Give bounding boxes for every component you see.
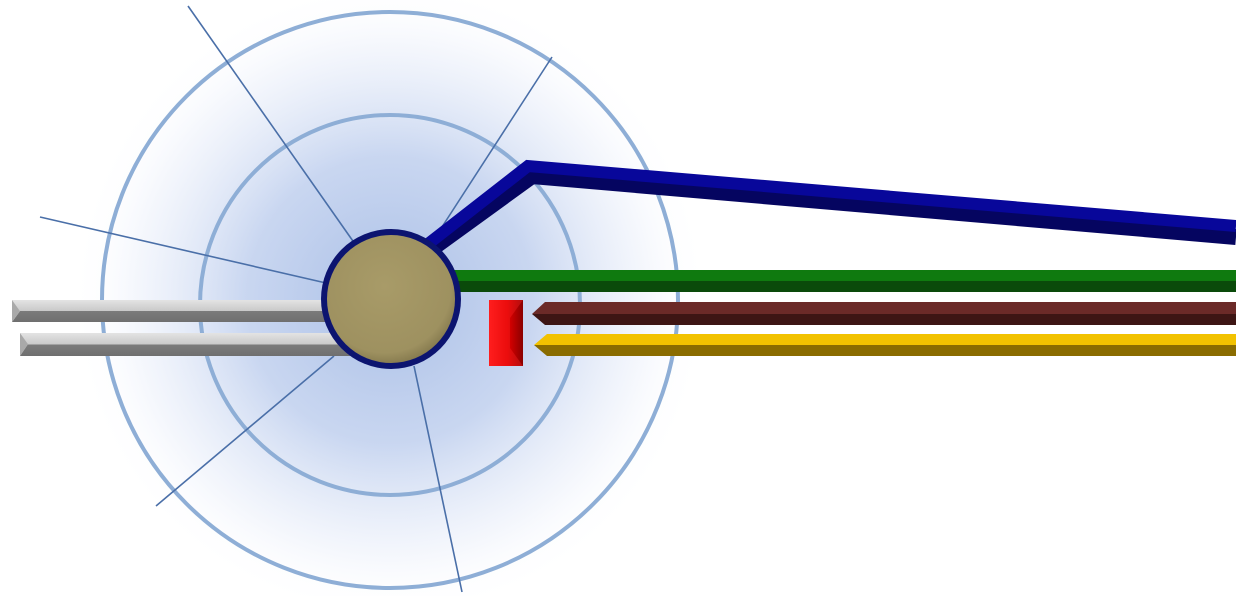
ray-group bbox=[39, 5, 553, 593]
red-block bbox=[489, 300, 523, 366]
ray-lower-right bbox=[413, 365, 463, 593]
ray-upper-right bbox=[439, 56, 553, 231]
yellow-bar bbox=[534, 334, 1236, 356]
blue-line bbox=[424, 159, 1236, 257]
ray-left bbox=[39, 216, 327, 284]
ray-lower-left bbox=[155, 355, 335, 507]
gray-bar-top bbox=[12, 300, 350, 322]
hub bbox=[321, 229, 461, 369]
ray-upper-left bbox=[187, 5, 356, 245]
maroon-bar bbox=[532, 302, 1236, 325]
green-bar bbox=[440, 270, 1236, 292]
gray-bar-bottom bbox=[20, 333, 360, 356]
